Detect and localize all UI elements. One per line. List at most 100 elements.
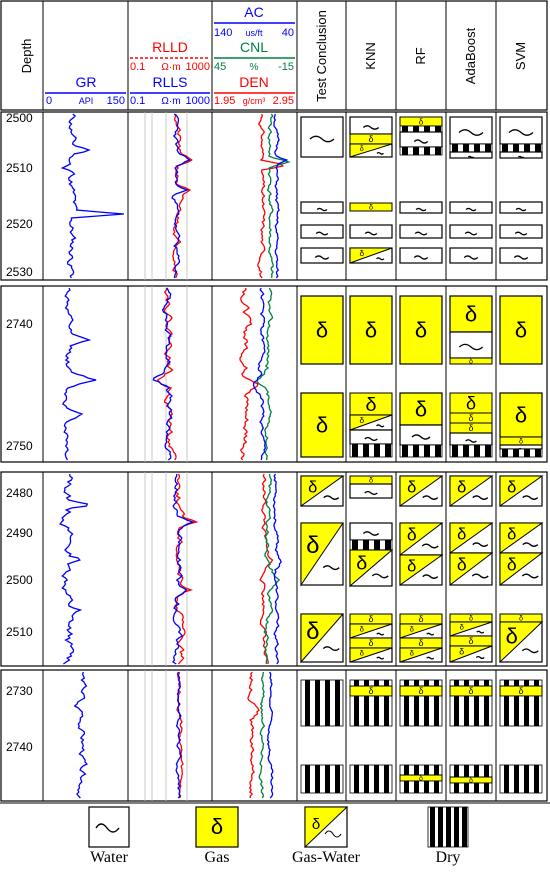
method-knn: KNN	[363, 42, 378, 69]
delta-icon: δ	[459, 647, 464, 657]
wave-icon	[467, 155, 475, 159]
wave-icon	[422, 495, 439, 500]
gr-curve	[59, 473, 89, 665]
wave-icon	[522, 495, 539, 500]
dry-band	[399, 125, 443, 133]
water-symbol	[499, 116, 543, 145]
gas-symbol: δ	[499, 392, 543, 438]
rlld-curve	[176, 671, 184, 799]
water-symbol	[399, 201, 443, 214]
dry-symbol	[399, 679, 443, 687]
dry-symbol	[349, 764, 393, 794]
cnl-name: CNL	[240, 39, 268, 55]
wave-icon	[314, 255, 330, 260]
wave-icon	[376, 151, 384, 155]
gas-water-symbol: δ	[499, 552, 544, 587]
gas-band: δ	[349, 133, 393, 145]
gas-band: δ	[449, 685, 493, 697]
wave-icon	[322, 646, 340, 652]
dry-symbol	[449, 764, 493, 778]
water-symbol	[399, 424, 443, 446]
wave-icon	[521, 573, 539, 579]
wave-icon	[411, 434, 431, 440]
delta-icon: δ	[468, 686, 473, 696]
delta-icon: δ	[365, 318, 377, 343]
gas-water-symbol: δ	[399, 475, 444, 507]
water-symbol	[449, 247, 493, 264]
ac-min: 140	[214, 27, 232, 39]
delta-icon: δ	[360, 649, 364, 658]
delta-icon: δ	[410, 649, 414, 658]
delta-icon: δ	[460, 623, 464, 632]
gas-band: δ	[499, 436, 543, 446]
den-curve	[239, 287, 259, 461]
legend-label-gas: Gas	[205, 849, 230, 866]
gr-unit: API	[79, 96, 94, 106]
wave-icon	[522, 542, 539, 547]
ac-curve	[266, 671, 274, 799]
cnl-curve	[258, 671, 266, 799]
delta-icon: δ	[306, 618, 319, 645]
delta-icon: δ	[418, 614, 423, 624]
delta-icon: δ	[507, 525, 516, 543]
gas-water-symbol: δ	[449, 645, 493, 663]
delta-icon: δ	[360, 625, 364, 634]
depth-tick: 2740	[6, 317, 33, 331]
depth-tick: 2500	[6, 111, 33, 125]
delta-icon: δ	[415, 318, 427, 343]
ac-unit: us/ft	[245, 28, 263, 38]
ac-curve	[252, 287, 267, 461]
method-adaboost: AdaBoost	[463, 27, 478, 84]
wave-icon	[465, 207, 477, 212]
water-symbol	[499, 224, 543, 239]
wave-icon	[371, 573, 389, 579]
water-symbol	[449, 432, 493, 446]
gas-band: δ	[449, 635, 493, 647]
wave-icon	[309, 135, 335, 143]
wave-icon	[376, 632, 385, 636]
wave-icon	[426, 656, 435, 660]
delta-icon: δ	[468, 413, 473, 423]
delta-icon: δ	[308, 478, 317, 496]
wave-icon	[463, 255, 479, 260]
wave-icon	[517, 155, 525, 159]
wave-icon	[315, 231, 329, 236]
section-frame-1	[0, 111, 548, 281]
method-rf: RF	[413, 47, 428, 64]
gas-symbol: δ	[449, 295, 493, 333]
delta-icon: δ	[312, 816, 320, 833]
dry-band	[499, 448, 543, 458]
gas-water-symbol: δ	[449, 475, 494, 507]
wave-icon	[376, 424, 385, 428]
gas-symbol: δ	[399, 295, 443, 365]
wave-icon	[376, 656, 385, 660]
water-symbol	[300, 247, 344, 264]
legend-label-water: Water	[90, 849, 128, 866]
wave-icon	[362, 125, 380, 130]
delta-icon: δ	[419, 775, 423, 782]
gas-water-symbol: δ	[300, 522, 344, 587]
delta-icon: δ	[507, 554, 517, 574]
delta-icon: δ	[466, 393, 476, 413]
dry-symbol	[399, 764, 443, 776]
wave-icon	[472, 495, 489, 500]
delta-icon: δ	[211, 814, 223, 839]
dry-band	[449, 143, 493, 153]
delta-icon: δ	[356, 553, 367, 575]
dry-symbol	[349, 695, 393, 727]
depth-tick: 2520	[6, 217, 33, 231]
rlld-max: 1000	[186, 61, 210, 73]
water-symbol	[449, 331, 493, 359]
delta-icon: δ	[518, 686, 523, 696]
gas-band: δ	[349, 202, 393, 212]
dry-band	[499, 143, 543, 153]
wave-icon	[471, 573, 489, 579]
delta-icon: δ	[506, 624, 518, 649]
gas-band: δ	[349, 475, 393, 485]
gas-water-symbol: δ	[399, 623, 443, 639]
gr-min: 0	[46, 95, 52, 107]
ac-curve	[272, 473, 282, 665]
delta-icon: δ	[515, 403, 527, 428]
gas-water-symbol: δ	[349, 143, 393, 158]
